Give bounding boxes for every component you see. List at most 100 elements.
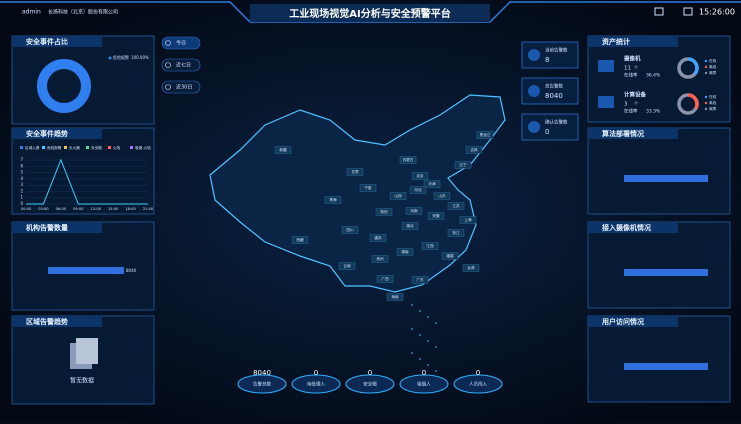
panel-title: 用户访问情况 — [602, 317, 644, 326]
map-label: 吉林 — [470, 147, 478, 152]
island — [435, 322, 437, 324]
map-label-bg — [454, 161, 472, 169]
map-label-bg — [459, 216, 477, 224]
map-label: 上海 — [464, 217, 472, 222]
legend-swatch — [86, 146, 89, 149]
rate-label: 在线率 — [624, 72, 638, 79]
panel — [11, 127, 155, 215]
bottom-button[interactable] — [345, 374, 395, 394]
map-label: 山东 — [438, 193, 446, 198]
x-tick-label: 00:00 — [21, 207, 32, 211]
y-tick-label: 7 — [20, 157, 23, 162]
legend-value: 100.00% — [131, 55, 149, 60]
map-label-bg — [447, 229, 465, 237]
tab-label: 今日 — [176, 40, 186, 47]
stat-icon — [528, 49, 540, 61]
island — [411, 304, 413, 306]
legend: 安全帽 — [91, 145, 102, 150]
map-label-bg — [411, 276, 429, 284]
map-label-bg — [376, 275, 394, 283]
x-tick-label: 21:00 — [143, 207, 154, 211]
panel-header — [12, 316, 102, 327]
ring — [687, 93, 699, 110]
map-label-bg — [409, 186, 427, 194]
panel — [587, 315, 731, 403]
legend: 危险报警 — [47, 145, 62, 150]
map-label-bg — [386, 293, 404, 301]
map-label: 宁夏 — [364, 185, 372, 190]
bar — [48, 267, 124, 274]
map-label: 广东 — [416, 277, 424, 282]
legend: 在线 — [709, 94, 717, 99]
legend: 故障 — [709, 106, 717, 111]
icon[interactable] — [683, 7, 693, 16]
bottom-label: 吸烟人 — [417, 381, 431, 388]
stat-label: 总告警数 — [545, 83, 563, 90]
bottom-button[interactable] — [237, 374, 287, 394]
map-label-bg — [338, 262, 356, 270]
legend: 离线 — [709, 64, 717, 69]
map-label-bg — [389, 192, 407, 200]
legend-dot — [704, 59, 708, 63]
panel-header — [588, 128, 678, 139]
tab[interactable] — [161, 80, 201, 94]
legend: 灭火器 — [69, 145, 80, 150]
icon[interactable] — [654, 7, 664, 16]
asset-name: 计算设备 — [624, 91, 647, 99]
donut — [37, 59, 91, 113]
tab[interactable] — [161, 58, 201, 72]
stat-value: 8 — [545, 56, 549, 64]
legend: 危险报警 — [113, 54, 129, 60]
y-tick-label: 6 — [20, 163, 23, 168]
rate-label: 在线率 — [624, 108, 638, 115]
bottom-button[interactable] — [453, 374, 503, 394]
map-label: 河北 — [414, 187, 422, 192]
title: 工业现场视觉AI分析与安全预警平台 — [289, 7, 450, 20]
map-label-bg — [462, 264, 480, 272]
map-label: 广西 — [381, 276, 389, 281]
legend: 故障 — [709, 70, 717, 75]
legend-dot — [704, 65, 708, 69]
legend: 火焰 — [113, 145, 121, 150]
rate-value: 33.3% — [646, 109, 661, 115]
tab[interactable] — [161, 36, 201, 50]
panel — [11, 221, 155, 311]
legend-dot — [704, 95, 708, 99]
bottom-button[interactable] — [399, 374, 449, 394]
stat-icon — [528, 85, 540, 97]
asset-unit: 个 — [634, 65, 638, 70]
bar — [624, 269, 708, 276]
legend-dot — [108, 56, 112, 60]
panel-title: 安全事件占比 — [26, 37, 68, 46]
legend-swatch — [130, 146, 133, 149]
island — [427, 364, 429, 366]
map-label-bg — [476, 131, 494, 139]
x-tick-label: 06:00 — [56, 207, 67, 211]
time: 15:26:00 — [699, 8, 735, 17]
map-label-bg — [427, 212, 445, 220]
stat-label: 当前告警数 — [545, 47, 568, 54]
asset-unit: 个 — [634, 101, 638, 106]
legend-dot — [704, 107, 708, 111]
asset-name: 摄像机 — [624, 55, 641, 63]
bottom-button[interactable] — [291, 374, 341, 394]
asset-count: 11 — [624, 66, 631, 72]
map-label: 陕西 — [380, 209, 388, 214]
legend-swatch — [108, 146, 111, 149]
island — [411, 352, 413, 354]
map-label: 贵州 — [376, 256, 384, 261]
stat-icon — [528, 121, 540, 133]
panel-title: 接入摄像机情况 — [602, 223, 651, 232]
panel-header — [12, 128, 102, 139]
tab-icon — [165, 84, 171, 90]
asset-count: 3 — [624, 102, 628, 108]
map-label: 湖南 — [401, 249, 409, 254]
map-label: 西藏 — [296, 237, 304, 242]
user: admin — [22, 9, 41, 16]
y-tick-label: 0 — [20, 201, 23, 206]
stat-value: 8040 — [545, 92, 563, 100]
map-label: 辽宁 — [459, 162, 467, 167]
island — [411, 328, 413, 330]
map-label-bg — [359, 184, 377, 192]
